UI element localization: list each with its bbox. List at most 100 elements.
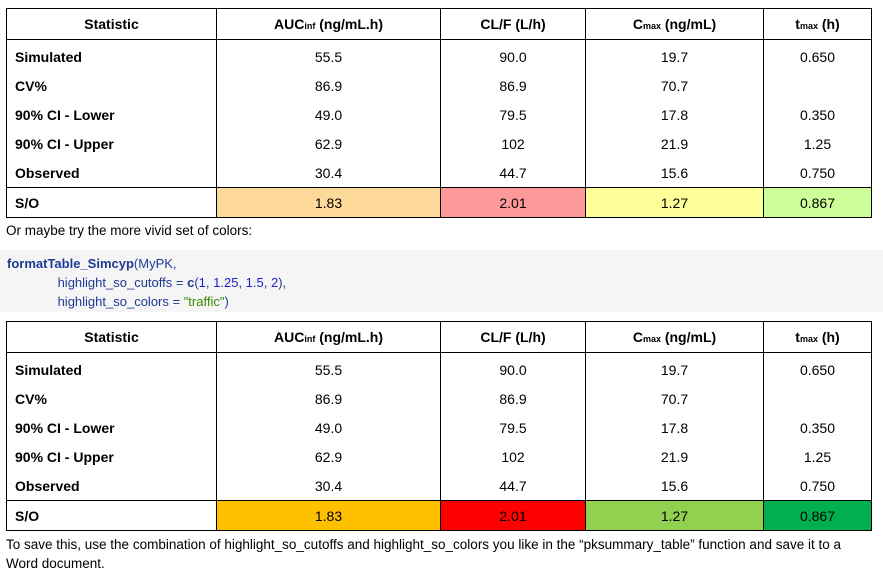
table-row: Observed 30.4 44.7 15.6 0.750 — [6, 158, 872, 188]
table-row: 90% CI - Lower 49.0 79.5 17.8 0.350 — [6, 100, 872, 129]
so-cmax-cell: 1.27 — [585, 187, 764, 218]
code-close: ) — [224, 294, 229, 309]
row-label: CV% — [6, 384, 217, 413]
table-row: 90% CI - Lower 49.0 79.5 17.8 0.350 — [6, 413, 872, 442]
row-label: 90% CI - Upper — [6, 442, 217, 471]
header-clf: CL/F (L/h) — [440, 321, 586, 353]
clf-value: 102 — [440, 442, 586, 471]
header-clf: CL/F (L/h) — [440, 8, 586, 40]
row-label: 90% CI - Upper — [6, 129, 217, 158]
auc-subscript: inf — [304, 334, 316, 344]
tmax-value: 1.25 — [763, 442, 872, 471]
cmax-value: 17.8 — [585, 100, 764, 129]
tmax-unit: (h) — [817, 16, 840, 32]
clf-value: 44.7 — [440, 471, 586, 501]
clf-value: 79.5 — [440, 100, 586, 129]
tmax-value: 1.25 — [763, 129, 872, 158]
header-statistic: Statistic — [6, 321, 217, 353]
code-function: formatTable_Simcyp — [7, 256, 134, 271]
so-auc-cell: 1.83 — [216, 187, 441, 218]
cmax-value: 70.7 — [585, 384, 764, 413]
cmax-label: C — [632, 329, 643, 345]
row-label: 90% CI - Lower — [6, 100, 217, 129]
table-row: CV% 86.9 86.9 70.7 — [6, 71, 872, 100]
code-num: 1.25 — [213, 275, 239, 290]
header-row: Statistic AUCinf (ng/mL.h) CL/F (L/h) Cm… — [6, 321, 872, 353]
code-num: 2 — [270, 275, 279, 290]
table-row: 90% CI - Upper 62.9 102 21.9 1.25 — [6, 129, 872, 158]
table-row: Simulated 55.5 90.0 19.7 0.650 — [6, 352, 872, 384]
auc-label: AUC — [274, 16, 305, 32]
row-label: Simulated — [6, 39, 217, 71]
so-cmax-cell: 1.27 — [585, 500, 764, 531]
cmax-label: C — [632, 16, 643, 32]
auc-value: 30.4 — [216, 471, 441, 501]
header-tmax: tmax (h) — [763, 321, 872, 353]
tmax-value: 0.350 — [763, 413, 872, 442]
cmax-unit: (ng/mL) — [660, 16, 717, 32]
table-row: CV% 86.9 86.9 70.7 — [6, 384, 872, 413]
row-label: S/O — [6, 187, 217, 218]
tmax-label: t — [795, 16, 800, 32]
row-label: Simulated — [6, 352, 217, 384]
pk-summary-table-pastel: Statistic AUCinf (ng/mL.h) CL/F (L/h) Cm… — [6, 8, 872, 218]
so-row: S/O 1.83 2.01 1.27 0.867 — [6, 500, 872, 531]
note-vivid-colors: Or maybe try the more vivid set of color… — [6, 223, 253, 238]
auc-value: 30.4 — [216, 158, 441, 188]
tmax-value: 0.650 — [763, 352, 872, 384]
clf-value: 44.7 — [440, 158, 586, 188]
so-tmax-cell: 0.867 — [763, 187, 872, 218]
cmax-subscript: max — [642, 21, 661, 31]
row-label: 90% CI - Lower — [6, 413, 217, 442]
code-string: "traffic" — [183, 294, 225, 309]
auc-subscript: inf — [304, 21, 316, 31]
clf-value: 102 — [440, 129, 586, 158]
row-label: Observed — [6, 471, 217, 501]
pk-summary-table-traffic: Statistic AUCinf (ng/mL.h) CL/F (L/h) Cm… — [6, 321, 872, 531]
code-paren: ), — [278, 275, 287, 290]
code-arg-cutoffs: highlight_so_cutoffs = — [57, 275, 188, 290]
table-row: Observed 30.4 44.7 15.6 0.750 — [6, 471, 872, 501]
tmax-value — [763, 384, 872, 413]
header-statistic: Statistic — [6, 8, 217, 40]
header-auc: AUCinf (ng/mL.h) — [216, 8, 441, 40]
header-auc: AUCinf (ng/mL.h) — [216, 321, 441, 353]
auc-value: 55.5 — [216, 352, 441, 384]
so-clf-cell: 2.01 — [440, 187, 586, 218]
auc-unit: (ng/mL.h) — [315, 16, 383, 32]
row-label: CV% — [6, 71, 217, 100]
tmax-value: 0.650 — [763, 39, 872, 71]
code-block: formatTable_Simcyp(MyPK, highlight_so_cu… — [0, 250, 883, 312]
code-arg-colors: highlight_so_colors = — [57, 294, 184, 309]
row-label: S/O — [6, 500, 217, 531]
auc-label: AUC — [274, 329, 305, 345]
cmax-value: 21.9 — [585, 442, 764, 471]
code-c-function: c — [187, 275, 195, 290]
so-clf-cell: 2.01 — [440, 500, 586, 531]
auc-value: 86.9 — [216, 71, 441, 100]
cmax-value: 19.7 — [585, 352, 764, 384]
tmax-unit: (h) — [817, 329, 840, 345]
code-paren: ( — [194, 275, 199, 290]
tmax-value — [763, 71, 872, 100]
header-tmax: tmax (h) — [763, 8, 872, 40]
auc-value: 49.0 — [216, 100, 441, 129]
cmax-value: 19.7 — [585, 39, 764, 71]
cmax-value: 21.9 — [585, 129, 764, 158]
tmax-value: 0.750 — [763, 158, 872, 188]
clf-value: 79.5 — [440, 413, 586, 442]
code-num: 1 — [198, 275, 206, 290]
table-row: 90% CI - Upper 62.9 102 21.9 1.25 — [6, 442, 872, 471]
clf-value: 86.9 — [440, 384, 586, 413]
tmax-label: t — [795, 329, 800, 345]
cmax-value: 70.7 — [585, 71, 764, 100]
clf-value: 90.0 — [440, 352, 586, 384]
table-row: Simulated 55.5 90.0 19.7 0.650 — [6, 39, 872, 71]
auc-value: 86.9 — [216, 384, 441, 413]
cmax-value: 15.6 — [585, 471, 764, 501]
cmax-subscript: max — [642, 334, 661, 344]
cmax-value: 17.8 — [585, 413, 764, 442]
header-cmax: Cmax (ng/mL) — [585, 321, 764, 353]
code-open: (MyPK, — [133, 256, 177, 271]
cmax-value: 15.6 — [585, 158, 764, 188]
